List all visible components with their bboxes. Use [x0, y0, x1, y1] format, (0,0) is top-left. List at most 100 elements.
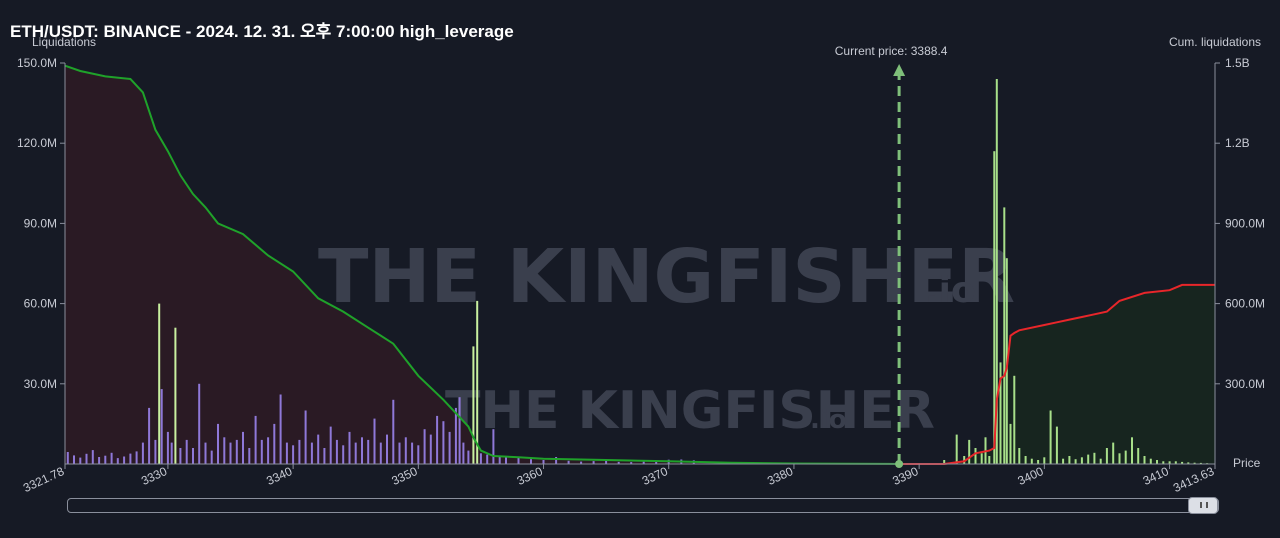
long-bar — [204, 442, 207, 464]
long-bar — [174, 327, 177, 464]
short-bar — [1149, 458, 1152, 464]
long-bar — [472, 346, 475, 464]
y2-tick-label: 1.2B — [1225, 136, 1250, 150]
long-bar — [386, 434, 388, 464]
x-tick-label: 3340 — [264, 464, 294, 488]
x-tick-label: 3410 — [1141, 464, 1171, 488]
short-bar — [1105, 448, 1108, 464]
short-bar — [1068, 456, 1071, 464]
long-bar — [617, 461, 620, 464]
long-bar — [242, 431, 244, 464]
cumulative-lines — [64, 64, 1215, 465]
y2-tick-label: 600.0M — [1225, 297, 1265, 311]
long-bar — [417, 445, 420, 464]
range-scrollbar[interactable] — [67, 497, 1219, 514]
long-bar — [555, 457, 558, 464]
x-tick-label: 3370 — [640, 464, 670, 488]
short-bar — [1009, 423, 1012, 464]
short-bar — [1181, 461, 1184, 464]
long-bar — [592, 461, 595, 464]
short-bar — [1099, 458, 1102, 464]
long-bar — [542, 460, 545, 464]
long-bar — [85, 453, 88, 464]
watermark-suffix-0: .io — [925, 270, 976, 311]
long-bar — [530, 459, 532, 464]
long-bar — [298, 439, 301, 464]
long-bar — [79, 457, 82, 464]
long-bar — [486, 454, 489, 464]
x-axis-label: Price — [1233, 456, 1261, 470]
long-bar — [448, 431, 451, 464]
long-bar — [210, 450, 213, 464]
short-bar — [999, 362, 1002, 464]
long-bar — [98, 457, 101, 464]
long-bar — [404, 437, 407, 464]
scrollbar-handle[interactable] — [1188, 497, 1218, 514]
long-bar — [91, 450, 94, 464]
y-tick-label: 30.0M — [24, 377, 57, 391]
current-price-dot — [895, 460, 904, 468]
long-bar — [392, 399, 395, 464]
short-bar — [1199, 462, 1202, 464]
long-bar — [66, 452, 69, 464]
short-bar — [943, 460, 946, 464]
long-cum-area — [65, 65, 900, 464]
short-bar — [963, 456, 966, 464]
long-bar — [104, 455, 107, 464]
long-bar — [317, 434, 320, 464]
long-bar — [348, 431, 351, 464]
y-tick-label: 90.0M — [24, 216, 57, 230]
long-bar — [423, 429, 426, 464]
long-bar — [630, 462, 633, 464]
long-bar — [285, 442, 288, 464]
cumulative-fills — [65, 65, 1215, 464]
long-bar — [492, 429, 495, 464]
x-tick-label: 3360 — [515, 464, 545, 488]
short-bar — [1037, 460, 1040, 464]
liquidation-bars — [66, 79, 1209, 464]
short-cum-line — [899, 283, 1215, 465]
short-bar — [1030, 458, 1033, 464]
short-bar — [1137, 448, 1140, 464]
long-bar — [185, 439, 188, 464]
long-bar — [467, 450, 470, 464]
short-bar — [1112, 442, 1115, 464]
long-bar — [398, 442, 401, 464]
long-bar — [436, 415, 439, 464]
current-price-marker[interactable]: Current price: 3388.4 — [835, 44, 948, 468]
short-bar — [1168, 461, 1171, 464]
long-bar — [235, 439, 238, 464]
y-tick-label: 60.0M — [24, 297, 57, 311]
short-bar — [1162, 461, 1165, 464]
long-bar — [517, 457, 520, 464]
short-bar — [1062, 458, 1065, 464]
short-bar — [1156, 460, 1158, 464]
y2-tick-label: 1.5B — [1225, 56, 1250, 70]
long-bar — [605, 459, 608, 464]
long-bar — [154, 439, 157, 464]
short-bar — [1187, 462, 1190, 464]
long-bar — [373, 418, 376, 464]
long-bar — [310, 442, 313, 464]
long-bar — [580, 461, 583, 464]
long-bar — [342, 445, 345, 464]
long-bar — [192, 448, 194, 464]
y-tick-label: 120.0M — [17, 136, 57, 150]
y2-axis-label: Cum. liquidations — [1169, 35, 1261, 49]
x-tick-label: 3390 — [890, 464, 920, 488]
short-bar — [993, 151, 996, 464]
short-bar — [1118, 453, 1121, 464]
long-bar — [476, 300, 479, 464]
short-bar — [1024, 456, 1027, 464]
long-bar — [498, 456, 501, 464]
watermark-text-1: THE KINGFISHER — [445, 381, 935, 441]
short-bar — [1013, 375, 1016, 464]
short-bar — [1131, 437, 1133, 464]
long-bar — [116, 458, 119, 464]
long-bar — [141, 442, 144, 464]
long-bar — [260, 439, 263, 464]
long-bar — [367, 439, 370, 464]
short-bar — [1049, 410, 1052, 464]
short-bar — [1003, 207, 1006, 464]
short-bar — [1143, 456, 1146, 464]
